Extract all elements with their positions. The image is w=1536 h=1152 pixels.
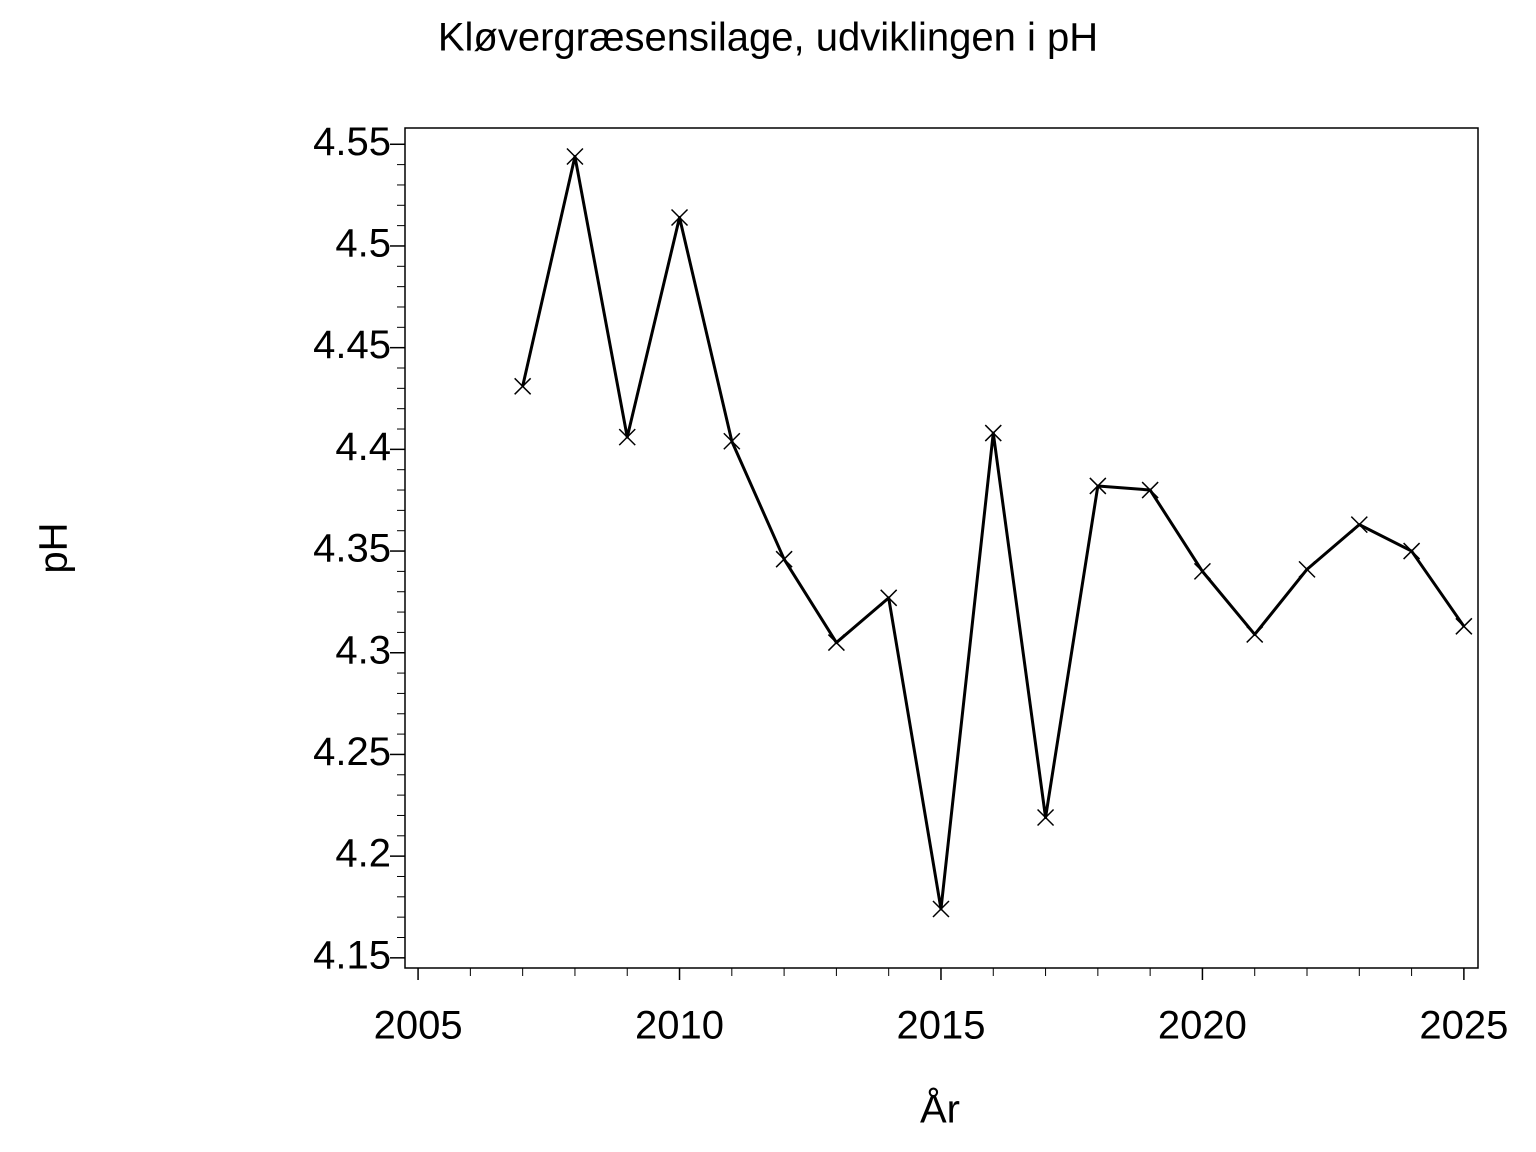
x-tick-label: 2015 xyxy=(896,1004,985,1048)
data-marker xyxy=(1037,808,1055,827)
x-tick-label: 2010 xyxy=(635,1004,724,1048)
data-line xyxy=(521,154,1466,911)
x-tick-label: 2005 xyxy=(374,1004,463,1048)
data-marker xyxy=(566,147,584,166)
y-tick-label: 4.35 xyxy=(313,527,391,571)
data-marker xyxy=(775,550,793,568)
data-marker xyxy=(827,634,845,652)
data-marker xyxy=(514,377,532,395)
x-tick-label: 2020 xyxy=(1158,1004,1247,1048)
data-marker xyxy=(1298,560,1316,578)
y-tick-label: 4.3 xyxy=(335,628,391,672)
data-marker xyxy=(1246,625,1264,643)
y-tick-label: 4.15 xyxy=(313,933,391,977)
data-marker xyxy=(1455,617,1473,635)
data-marker xyxy=(1193,562,1211,580)
data-marker xyxy=(984,424,1002,442)
plot-frame xyxy=(404,127,1479,969)
data-marker xyxy=(618,428,636,446)
data-marker xyxy=(1141,481,1159,499)
data-marker xyxy=(932,900,950,918)
chart-title: Kløvergræsensilage, udviklingen i pH xyxy=(438,16,1098,60)
x-axis-title: År xyxy=(920,1087,960,1132)
data-marker xyxy=(1089,477,1107,495)
data-marker xyxy=(1350,516,1368,534)
data-marker xyxy=(880,589,898,607)
y-tick-label: 4.4 xyxy=(335,425,391,469)
x-tick-label: 2025 xyxy=(1419,1004,1508,1048)
y-tick-label: 4.2 xyxy=(335,832,391,876)
y-tick-label: 4.45 xyxy=(313,323,391,367)
y-tick-label: 4.25 xyxy=(313,730,391,774)
y-tick-label: 4.5 xyxy=(335,222,391,266)
data-marker xyxy=(1403,542,1421,560)
data-marker xyxy=(670,208,689,227)
y-tick-label: 4.55 xyxy=(313,120,391,164)
data-marker xyxy=(723,432,741,450)
y-axis-title: pH xyxy=(32,522,76,573)
